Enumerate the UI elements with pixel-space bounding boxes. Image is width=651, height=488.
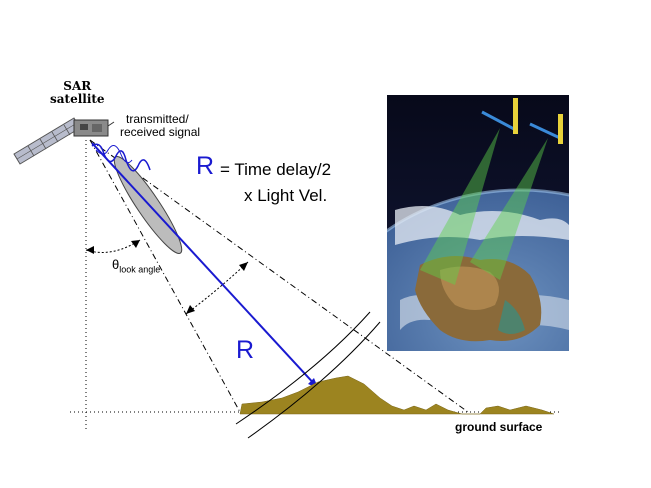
- equation-line2: x Light Vel.: [244, 186, 328, 205]
- satellite-label-line1: SAR: [63, 79, 92, 93]
- earth-radar-beam-1: [420, 128, 500, 285]
- look-angle-subscript: look angle: [119, 264, 161, 275]
- look-angle-arrow-left: [86, 246, 94, 254]
- range-line: [91, 142, 319, 389]
- satellite-body: [73, 119, 109, 137]
- satellite-label: SAR satellite: [50, 80, 105, 106]
- satellite-label-line2: satellite: [50, 92, 105, 106]
- beam-width-arc: [185, 261, 249, 315]
- wavefront-inner: [235, 311, 371, 425]
- earth-image: [387, 95, 569, 351]
- terrain: [239, 375, 555, 415]
- beam-width-arrow-right: [239, 262, 248, 271]
- look-angle-symbol: θ: [112, 257, 120, 272]
- range-label: R: [236, 336, 255, 364]
- earth-radar-beam-2: [470, 138, 548, 280]
- signal-label: transmitted/ received signal: [120, 113, 200, 139]
- signal-label-line1: transmitted/: [126, 112, 189, 126]
- signal-waveform: [91, 143, 151, 172]
- beam-width-arrow-left: [186, 305, 195, 314]
- equation-line1: = Time delay/2: [220, 160, 332, 179]
- ground-surface-label: ground surface: [455, 420, 543, 434]
- look-angle-arrow-right: [131, 240, 140, 248]
- satellite-icon: [13, 117, 115, 165]
- look-angle-label: θlook angle: [112, 257, 160, 275]
- equation-range-symbol: R: [196, 152, 215, 180]
- beam-near-edge: [89, 139, 241, 413]
- wavefront-outer: [247, 321, 381, 439]
- signal-label-line2: received signal: [120, 125, 201, 139]
